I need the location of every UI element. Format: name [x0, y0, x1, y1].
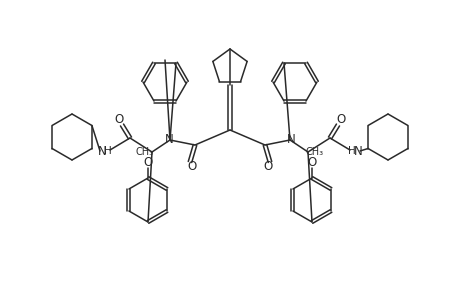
Text: CH₃: CH₃	[136, 147, 154, 157]
Text: N: N	[97, 145, 106, 158]
Text: CH₃: CH₃	[305, 147, 323, 157]
Text: N: N	[286, 133, 295, 146]
Text: O: O	[307, 155, 316, 169]
Text: H: H	[104, 146, 112, 156]
Text: N: N	[164, 133, 173, 146]
Text: O: O	[143, 155, 152, 169]
Text: O: O	[263, 160, 272, 172]
Text: O: O	[336, 112, 345, 125]
Text: H: H	[347, 146, 355, 156]
Text: O: O	[187, 160, 196, 172]
Text: N: N	[353, 145, 362, 158]
Text: O: O	[114, 112, 123, 125]
